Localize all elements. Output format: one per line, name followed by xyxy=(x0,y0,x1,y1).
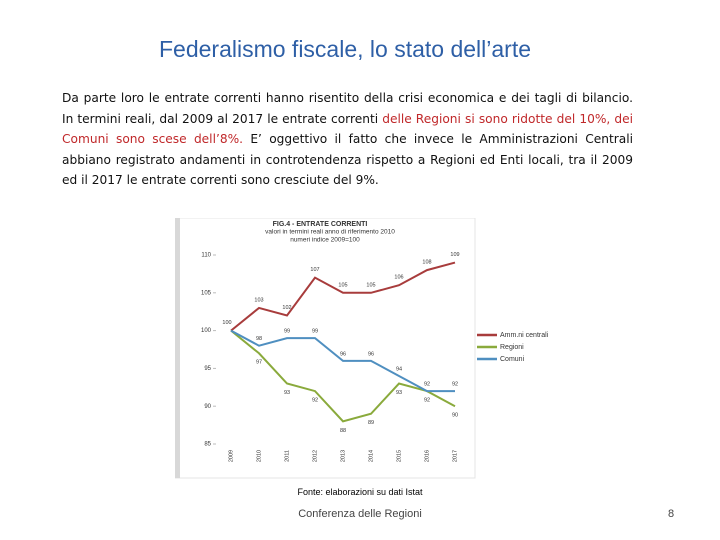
data-label: 90 xyxy=(452,413,458,419)
text: Da parte loro le entrate correnti hanno … xyxy=(62,91,633,126)
data-label: 92 xyxy=(424,398,430,404)
data-label: 96 xyxy=(340,351,346,357)
data-label: 103 xyxy=(254,297,263,303)
series-line xyxy=(230,261,456,332)
y-tick-label: 100 xyxy=(201,328,212,334)
data-label: 94 xyxy=(396,366,402,372)
x-tick-label: 2013 xyxy=(340,450,346,462)
legend-label: Amm.ni centrali xyxy=(500,332,549,339)
series-line xyxy=(230,329,456,423)
paragraph: Da parte loro le entrate correnti hanno … xyxy=(62,88,633,191)
x-tick-label: 2016 xyxy=(424,450,430,462)
chart-title: FIG.4 - ENTRATE CORRENTI xyxy=(273,221,368,228)
data-label: 93 xyxy=(396,390,402,396)
data-label: 92 xyxy=(452,382,458,388)
chart-edge xyxy=(175,218,180,478)
chart-subtitle: valori in termini reali anno di riferime… xyxy=(265,229,395,236)
data-label: 107 xyxy=(310,267,319,273)
x-tick-label: 2014 xyxy=(368,450,374,462)
series-line xyxy=(230,329,455,393)
data-label: 105 xyxy=(338,282,347,288)
data-label: 106 xyxy=(394,275,403,281)
x-tick-label: 2017 xyxy=(452,450,458,462)
y-tick-label: 90 xyxy=(204,404,211,410)
data-label: 109 xyxy=(450,252,459,258)
data-label: 100 xyxy=(222,320,231,326)
source: Fonte: elaborazioni su dati Istat xyxy=(297,487,423,497)
data-label: 93 xyxy=(284,390,290,396)
data-label: 105 xyxy=(366,282,375,288)
chart-subtitle: numeri indice 2009=100 xyxy=(290,237,360,244)
chart-frame xyxy=(175,218,476,479)
x-tick-label: 2011 xyxy=(284,450,290,462)
organization: Conferenza delle Regioni xyxy=(298,508,422,520)
data-label: 99 xyxy=(284,329,290,335)
x-tick-label: 2012 xyxy=(312,450,318,462)
highlight: delle Regioni si sono ridotte del 10%, d… xyxy=(62,111,633,147)
x-tick-label: 2010 xyxy=(256,450,262,462)
page-number: 8 xyxy=(668,508,675,520)
chart: FIG.4 - ENTRATE CORRENTI valori in termi… xyxy=(175,218,549,479)
data-label: 92 xyxy=(312,398,318,404)
data-label: 88 xyxy=(340,428,346,434)
data-label: 92 xyxy=(424,382,430,388)
data-label: 98 xyxy=(256,336,262,342)
x-tick-label: 2009 xyxy=(228,450,234,462)
data-label: 108 xyxy=(422,260,431,266)
data-label: 89 xyxy=(368,420,374,426)
data-label: 99 xyxy=(312,329,318,335)
legend-label: Regioni xyxy=(500,344,524,351)
y-tick-label: 110 xyxy=(201,253,211,259)
y-tick-label: 105 xyxy=(201,290,212,296)
slide-title: Federalismo fiscale, lo stato dell’arte xyxy=(159,36,531,62)
data-label: 96 xyxy=(368,351,374,357)
y-tick-label: 95 xyxy=(204,366,211,372)
data-label: 102 xyxy=(282,305,291,311)
y-tick-label: 85 xyxy=(204,442,211,448)
legend-label: Comuni xyxy=(500,356,525,363)
data-label: 97 xyxy=(256,360,262,366)
text: E’ oggettivo il fatto che invece le Ammi… xyxy=(62,132,633,187)
x-tick-label: 2015 xyxy=(396,450,402,462)
